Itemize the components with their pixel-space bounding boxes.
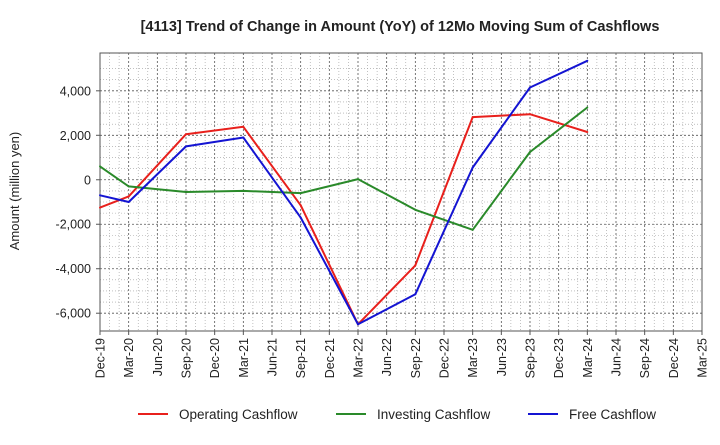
x-tick-label: Jun-23 [495,338,509,376]
x-tick-label: Jun-24 [610,338,624,376]
series-line-operating-cashflow [99,113,588,326]
x-tick-label: Mar-25 [696,338,710,378]
y-tick-label: 2,000 [60,129,91,143]
x-tick-label: Sep-23 [524,338,538,378]
x-tick-label: Dec-22 [438,338,452,378]
x-tick-label: Jun-22 [380,338,394,376]
x-tick-label: Dec-21 [323,338,337,378]
data-point [185,145,187,148]
x-tick-label: Dec-20 [208,338,222,378]
series-line-investing-cashflow [99,106,588,231]
data-point [299,204,302,207]
x-tick-label: Dec-23 [552,338,566,378]
x-tick-label: Mar-23 [466,338,480,378]
x-tick-label: Dec-24 [667,338,681,378]
y-axis-label: Amount (million yen) [7,132,22,251]
data-point [99,206,101,209]
x-tick-label: Mar-24 [581,338,595,378]
legend-label: Operating Cashflow [179,407,298,422]
data-point [471,228,474,231]
y-tick-label: -6,000 [56,307,91,321]
data-point [357,323,359,326]
plot-frame [99,52,703,332]
data-point [185,191,187,193]
legend-label: Investing Cashflow [377,407,491,422]
x-tick-label: Sep-24 [638,338,652,378]
data-point [127,201,130,203]
data-point [529,151,531,153]
data-point [529,86,531,89]
x-tick-label: Dec-19 [94,338,108,378]
legend: Operating Cashflow Investing Cashflow Free… [138,407,656,422]
y-tick-label: -2,000 [56,218,91,232]
data-point [299,192,302,195]
data-point [127,195,130,198]
x-tick-label: Sep-20 [180,338,194,378]
data-point [99,165,101,168]
data-point [242,189,245,192]
x-tick-label: Mar-22 [352,338,366,378]
y-tick-label: 0 [84,173,91,187]
data-point [357,178,359,181]
x-tick-label: Jun-20 [151,338,165,376]
chart-title: [4113] Trend of Change in Amount (YoY) o… [141,19,660,35]
legend-label: Free Cashflow [569,407,656,422]
y-tick-label: 4,000 [60,84,91,98]
x-tick-label: Jun-21 [266,338,280,376]
data-point [586,131,589,133]
x-tick-label: Sep-22 [409,338,423,378]
data-point [586,59,589,62]
data-point [242,136,245,139]
data-point [127,185,130,188]
x-tick-label: Sep-21 [294,338,308,378]
y-tick-label: -4,000 [56,262,91,276]
data-point [586,106,589,109]
data-point [471,116,474,119]
x-tick-label: Mar-20 [122,338,136,378]
data-point [414,264,417,267]
data-point [99,194,101,197]
data-point [414,293,417,296]
data-point [529,113,531,116]
data-point [242,125,245,128]
data-point [299,216,302,219]
plot-area: 4,000 2,000 0 -2,000 -4,000 -6,000 Dec-19 Mar-2… [56,52,710,378]
data-point [414,208,417,211]
series-line-free-cashflow [99,59,588,326]
data-point [185,133,187,136]
data-point [471,166,474,169]
x-tick-label: Mar-21 [237,338,251,378]
